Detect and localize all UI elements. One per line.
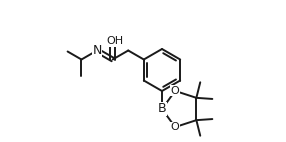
Text: B: B — [158, 103, 166, 115]
Text: N: N — [92, 44, 102, 57]
Text: O: O — [171, 122, 180, 132]
Text: OH: OH — [106, 36, 123, 46]
Text: B: B — [158, 103, 166, 115]
Text: O: O — [171, 86, 180, 96]
